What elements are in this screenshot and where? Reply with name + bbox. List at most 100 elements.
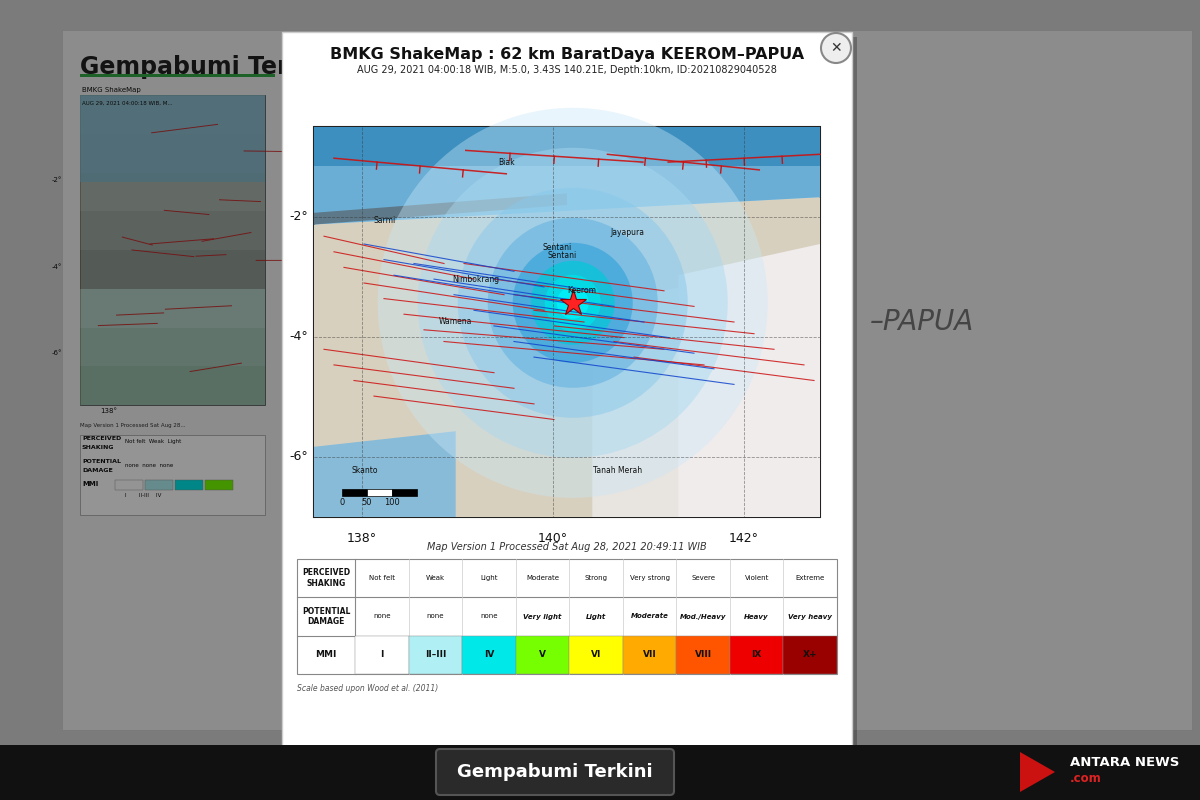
Bar — [623, 636, 677, 674]
Bar — [80, 95, 265, 134]
Text: Tanah Merah: Tanah Merah — [593, 466, 642, 474]
Text: 140°: 140° — [538, 532, 568, 545]
Text: 50: 50 — [361, 498, 372, 507]
Text: Severe: Severe — [691, 575, 715, 581]
Text: Extreme: Extreme — [796, 575, 824, 581]
Text: Sarmi: Sarmi — [373, 216, 396, 225]
Bar — [145, 480, 173, 490]
Circle shape — [418, 148, 727, 458]
Bar — [80, 250, 265, 289]
Bar — [367, 489, 392, 496]
Bar — [62, 30, 1192, 730]
Text: PERCEIVED: PERCEIVED — [82, 436, 121, 441]
Bar — [730, 636, 784, 674]
Text: Gempabumi Terkini: Gempabumi Terkini — [457, 763, 653, 781]
Bar — [80, 134, 265, 173]
Bar — [784, 636, 838, 674]
Bar — [677, 636, 730, 674]
Bar — [342, 489, 367, 496]
Bar — [115, 480, 143, 490]
FancyBboxPatch shape — [282, 32, 852, 760]
Text: 0: 0 — [340, 498, 344, 507]
Text: Nimbokrang: Nimbokrang — [452, 274, 499, 284]
Text: PERCEIVED
SHAKING: PERCEIVED SHAKING — [302, 569, 350, 588]
Bar — [205, 480, 233, 490]
Text: I: I — [380, 650, 384, 659]
Text: -4°: -4° — [289, 330, 308, 343]
Text: Moderate: Moderate — [631, 614, 668, 619]
Polygon shape — [1020, 752, 1055, 792]
Bar — [408, 636, 462, 674]
Bar — [80, 95, 265, 405]
Text: -2°: -2° — [52, 177, 62, 182]
Polygon shape — [678, 244, 820, 517]
Polygon shape — [314, 127, 820, 225]
Circle shape — [530, 261, 614, 345]
Text: Skanto: Skanto — [352, 466, 378, 474]
Bar — [80, 95, 265, 182]
Bar — [175, 480, 203, 490]
Text: ✕: ✕ — [830, 41, 842, 55]
Text: Not felt  Weak  Light: Not felt Weak Light — [125, 439, 181, 444]
FancyBboxPatch shape — [436, 749, 674, 795]
Text: Scale based upon Wood et al. (2011): Scale based upon Wood et al. (2011) — [298, 684, 438, 693]
Text: Gempabumi Terkin: Gempabumi Terkin — [80, 55, 329, 79]
Text: .com: .com — [1070, 771, 1102, 785]
Text: Moderate: Moderate — [526, 575, 559, 581]
Bar — [80, 173, 265, 211]
Text: II–III: II–III — [425, 650, 446, 659]
Text: Wamena: Wamena — [439, 318, 473, 326]
Bar — [80, 327, 265, 366]
Text: V: V — [539, 650, 546, 659]
Text: none: none — [373, 614, 390, 619]
Bar — [314, 127, 820, 166]
Text: MMI: MMI — [316, 650, 337, 659]
Text: I       II-III    IV: I II-III IV — [125, 493, 161, 498]
Bar — [80, 211, 265, 250]
Text: X+: X+ — [803, 650, 817, 659]
Text: SHAKING: SHAKING — [82, 445, 114, 450]
Text: Biak: Biak — [498, 158, 515, 166]
Text: Sentani: Sentani — [542, 243, 571, 253]
Text: BMKG ShakeMap: BMKG ShakeMap — [82, 87, 140, 93]
Text: -6°: -6° — [52, 350, 62, 357]
Circle shape — [378, 108, 768, 498]
Bar — [0, 745, 1200, 800]
Text: VIII: VIII — [695, 650, 712, 659]
Circle shape — [487, 218, 658, 388]
Text: MMI: MMI — [82, 481, 98, 487]
Text: Sentani: Sentani — [547, 251, 576, 260]
Bar — [80, 289, 265, 327]
Circle shape — [545, 274, 601, 331]
Polygon shape — [593, 263, 820, 517]
Text: Map Version 1 Processed Sat Aug 28, 2021 20:49:11 WIB: Map Version 1 Processed Sat Aug 28, 2021… — [427, 542, 707, 552]
Text: Very light: Very light — [523, 614, 562, 619]
Bar — [355, 636, 408, 674]
Bar — [314, 127, 820, 517]
Text: –PAPUA: –PAPUA — [870, 308, 974, 336]
Text: Light: Light — [480, 575, 498, 581]
Text: IV: IV — [484, 650, 494, 659]
Text: Keerom: Keerom — [568, 286, 596, 295]
Circle shape — [512, 242, 632, 363]
Text: 138°: 138° — [100, 408, 118, 414]
Bar — [462, 636, 516, 674]
Polygon shape — [314, 194, 568, 225]
Text: none  none  none: none none none — [125, 463, 173, 468]
Text: 142°: 142° — [728, 532, 758, 545]
Bar — [392, 489, 418, 496]
Text: POTENTIAL: POTENTIAL — [82, 459, 121, 464]
Bar — [80, 366, 265, 405]
Text: 138°: 138° — [347, 532, 377, 545]
Text: IX: IX — [751, 650, 762, 659]
Text: Very heavy: Very heavy — [788, 614, 833, 619]
Text: Mod./Heavy: Mod./Heavy — [680, 614, 726, 619]
Text: AUG 29, 2021 04:00:18 WIB, M...: AUG 29, 2021 04:00:18 WIB, M... — [82, 101, 173, 106]
Text: VI: VI — [590, 650, 601, 659]
Text: Light: Light — [586, 614, 606, 619]
Bar — [298, 559, 838, 674]
Circle shape — [821, 33, 851, 63]
Text: BMKG ShakeMap : 62 km BaratDaya KEEROM–PAPUA: BMKG ShakeMap : 62 km BaratDaya KEEROM–P… — [330, 46, 804, 62]
Polygon shape — [314, 198, 820, 517]
Text: Heavy: Heavy — [744, 614, 769, 619]
